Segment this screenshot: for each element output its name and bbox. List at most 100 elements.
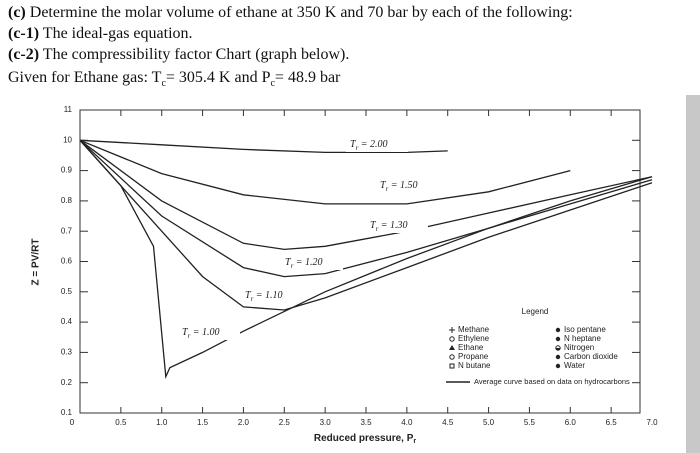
x-tick-label: 0 [70,418,75,427]
subscript: c [270,78,275,90]
curve-label: Tr = 1.10 [245,290,283,302]
curve-label-sub: r [386,185,389,193]
item-number: (c-2) [8,46,40,63]
legend-label: Nitrogen [564,343,594,352]
given-text: = 48.9 bar [274,69,341,86]
curve-label-text: = 1.10 [253,290,282,301]
label-bg [178,326,240,340]
question-line: (c-2) The compressibility factor Chart (… [8,46,349,64]
y-tick-label: 0.6 [61,257,73,266]
y-tick-label: 0.1 [61,408,73,417]
y-tick-label: 0.5 [61,287,73,296]
y-tick-label: 10 [63,135,72,144]
y-tick-label: 0.9 [61,166,73,175]
curve-label-sub: r [251,295,254,303]
y-tick-label: 0.4 [61,317,73,326]
x-tick-label: 2.0 [238,418,250,427]
curve-label-sub: r [356,144,359,152]
given-line: Given for Ethane gas: Tc= 305.4 K and Pc… [8,69,340,89]
legend-marker [555,336,561,342]
question-text: The ideal-gas equation. [39,25,193,42]
curve [79,139,571,205]
item-number: (c-1) [8,25,40,42]
given-text: Given for Ethane gas: T [8,69,162,86]
curve-label-text: = 2.00 [358,139,387,150]
question-text: Determine the molar volume of ethane at … [25,4,573,21]
legend-marker [555,327,561,333]
x-axis-label: Reduced pressure, Pr [314,433,416,445]
curve [79,139,653,278]
legend-marker [555,354,561,360]
curve-label-text: T [285,257,292,268]
scroll-strip [686,95,700,453]
y-tick-label: 0.2 [61,378,73,387]
curve-label-text: T [182,327,189,338]
legend-marker [555,363,561,369]
curve-label-text: = 1.30 [378,220,407,231]
curve-label-text: = 1.20 [293,257,322,268]
legend-label: N heptane [564,334,601,343]
x-axis-label-sub: r [413,438,416,445]
curve-label-sub: r [376,225,379,233]
x-tick-label: 3.5 [360,418,372,427]
legend-label: Propane [458,352,489,361]
curve [79,139,653,380]
x-tick-label: 5.0 [483,418,495,427]
y-tick-label: 0.3 [61,348,73,357]
y-tick-label: 11 [64,105,73,114]
legend-label: Iso pentane [564,325,606,334]
curve-label-sub: r [291,262,294,270]
label-bg [366,219,428,233]
legend-line-label: Average curve based on data on hydrocarb… [474,377,630,386]
x-tick-label: 1.5 [197,418,209,427]
curve-label: Tr = 1.20 [285,257,323,269]
legend-title: Legend [522,307,549,316]
label-bg [376,179,438,193]
legend-label: Carbon dioxide [564,352,618,361]
x-tick-label: 7.0 [646,418,658,427]
question-line: (c) Determine the molar volume of ethane… [8,4,573,22]
legend-marker [449,345,455,350]
x-tick-label: 6.5 [606,418,618,427]
x-tick-label: 3.0 [320,418,332,427]
curve-label: Tr = 1.30 [370,220,408,232]
curve-label-text: T [350,139,357,150]
curve-label-text: T [370,220,377,231]
y-tick-label: 0.7 [61,226,73,235]
y-tick-label: 0.8 [61,196,73,205]
legend-label: Ethane [458,343,484,352]
given-text: = 305.4 K and P [165,69,271,86]
x-tick-label: 6.0 [565,418,577,427]
curve-label-text: = 1.50 [388,180,417,191]
label-bg [281,256,343,270]
legend-label: Water [564,361,585,370]
label-bg [346,138,408,152]
question-line: (c-1) The ideal-gas equation. [8,25,193,43]
curve-label: Tr = 1.00 [182,327,220,339]
legend-marker [449,354,455,360]
x-axis-label-text: Reduced pressure, P [314,433,414,444]
curve-label: Tr = 2.00 [350,139,388,151]
legend-label: N butane [458,361,491,370]
subscript: c [161,78,166,90]
label-bg [241,289,303,303]
x-tick-label: 4.5 [442,418,454,427]
question-text: The compressibility factor Chart (graph … [39,46,350,63]
legend-marker [555,348,561,351]
legend-label: Methane [458,325,490,334]
x-tick-label: 4.0 [401,418,413,427]
y-axis-label: Z = PV/RT [31,239,42,286]
x-tick-label: 0.5 [115,418,127,427]
curve-label-sub: r [188,332,191,340]
plot-frame [79,109,641,414]
x-tick-label: 1.0 [156,418,168,427]
curve [79,139,448,154]
curve [79,139,653,311]
curve-label-text: T [380,180,387,191]
item-number: (c) [8,4,26,21]
legend-marker [449,336,455,342]
legend-marker [449,363,455,369]
curve [79,139,653,251]
